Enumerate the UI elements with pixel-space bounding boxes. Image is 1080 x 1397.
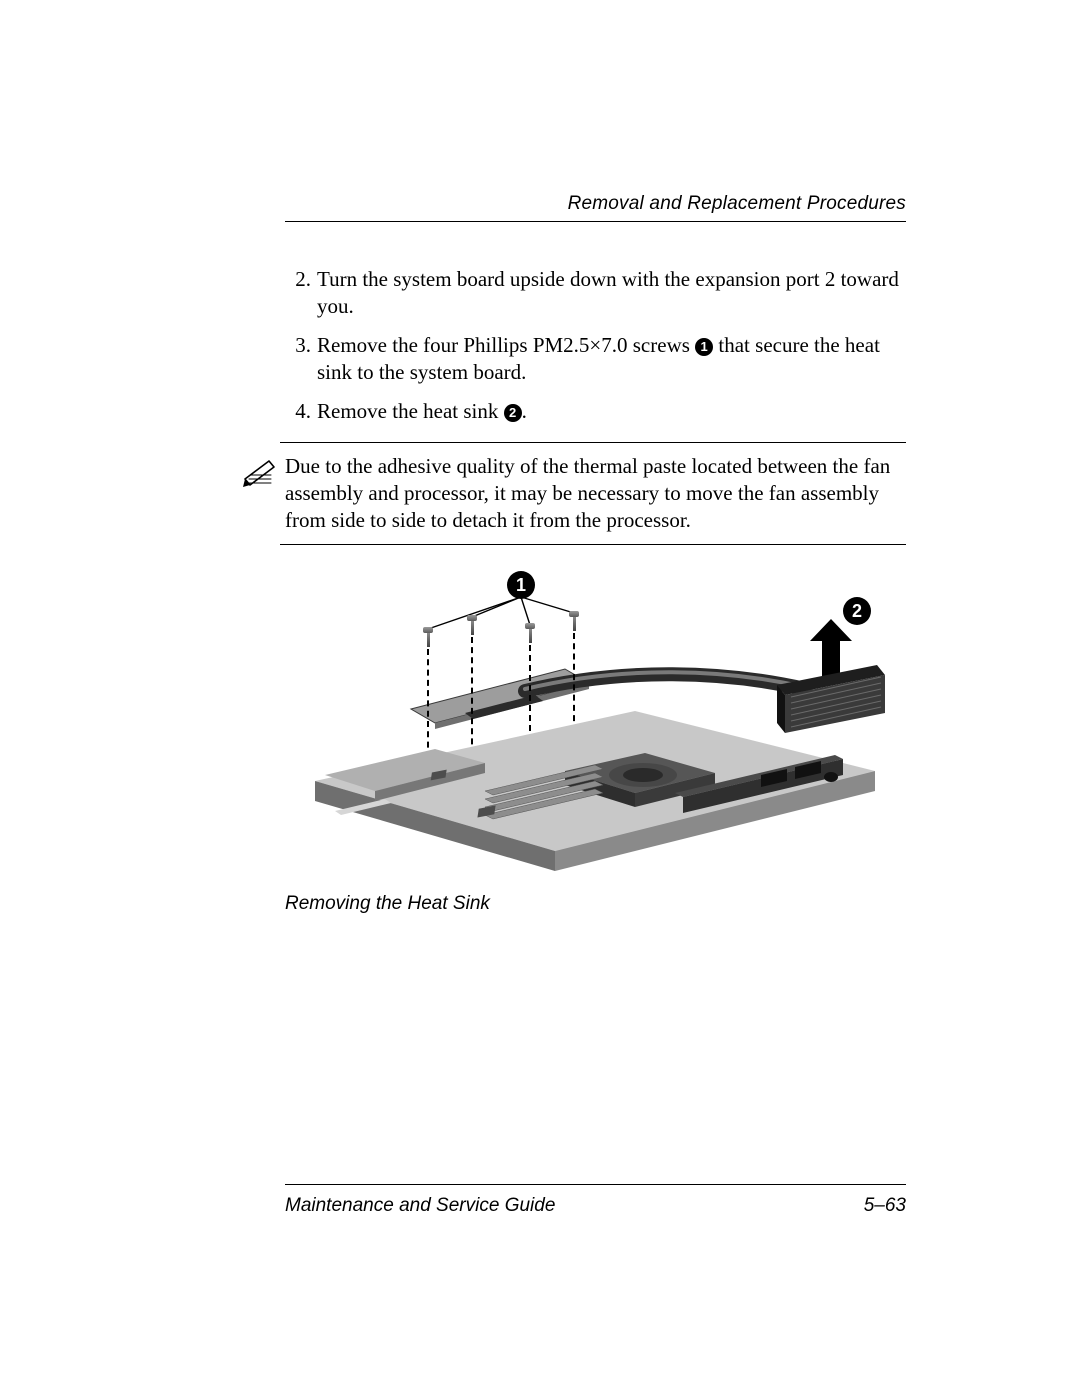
screw-icon	[423, 627, 433, 647]
page-footer: Maintenance and Service Guide 5–63	[285, 1184, 906, 1217]
step-number: 2.	[285, 266, 317, 320]
note-text: Due to the adhesive quality of the therm…	[285, 453, 906, 534]
footer-left: Maintenance and Service Guide	[285, 1195, 555, 1217]
procedure-steps: 2. Turn the system board upside down wit…	[285, 266, 906, 424]
footer-rule	[285, 1184, 906, 1185]
step-4: 4. Remove the heat sink 2.	[285, 398, 906, 425]
step-text: Turn the system board upside down with t…	[317, 266, 906, 320]
system-board	[315, 711, 875, 871]
step-3: 3. Remove the four Phillips PM2.5×7.0 sc…	[285, 332, 906, 386]
inline-callout-1: 1	[695, 338, 713, 356]
figure-caption: Removing the Heat Sink	[285, 893, 906, 915]
heat-sink-figure: 1 2	[315, 571, 875, 871]
step-2: 2. Turn the system board upside down wit…	[285, 266, 906, 320]
screw-icon	[525, 623, 535, 643]
footer-row: Maintenance and Service Guide 5–63	[285, 1195, 906, 1217]
step-number: 4.	[285, 398, 317, 425]
note-body: Due to the adhesive quality of the therm…	[285, 453, 906, 534]
manual-page: Removal and Replacement Procedures 2. Tu…	[0, 0, 1080, 1397]
step-text-a: Remove the heat sink	[317, 399, 504, 423]
step-text-a: Remove the four Phillips PM2.5×7.0 screw…	[317, 333, 695, 357]
pencil-note-icon	[241, 453, 285, 534]
inline-callout-2: 2	[504, 404, 522, 422]
header-rule	[285, 221, 906, 222]
screw-icon	[467, 615, 477, 635]
step-text-span: Turn the system board upside down with t…	[317, 267, 899, 318]
note-block: Due to the adhesive quality of the therm…	[285, 442, 906, 545]
note-rule-top	[280, 442, 906, 443]
figure-wrap: 1 2	[285, 571, 906, 915]
screw-icon	[569, 611, 579, 631]
step-number: 3.	[285, 332, 317, 386]
step-text: Remove the four Phillips PM2.5×7.0 screw…	[317, 332, 906, 386]
content-area: Removal and Replacement Procedures 2. Tu…	[285, 193, 906, 915]
note-rule-bottom	[280, 544, 906, 545]
step-text-b: .	[522, 399, 527, 423]
running-header: Removal and Replacement Procedures	[285, 193, 906, 215]
step-text: Remove the heat sink 2.	[317, 398, 906, 425]
figure-callout-1: 1	[507, 571, 535, 599]
footer-right: 5–63	[864, 1195, 906, 1217]
